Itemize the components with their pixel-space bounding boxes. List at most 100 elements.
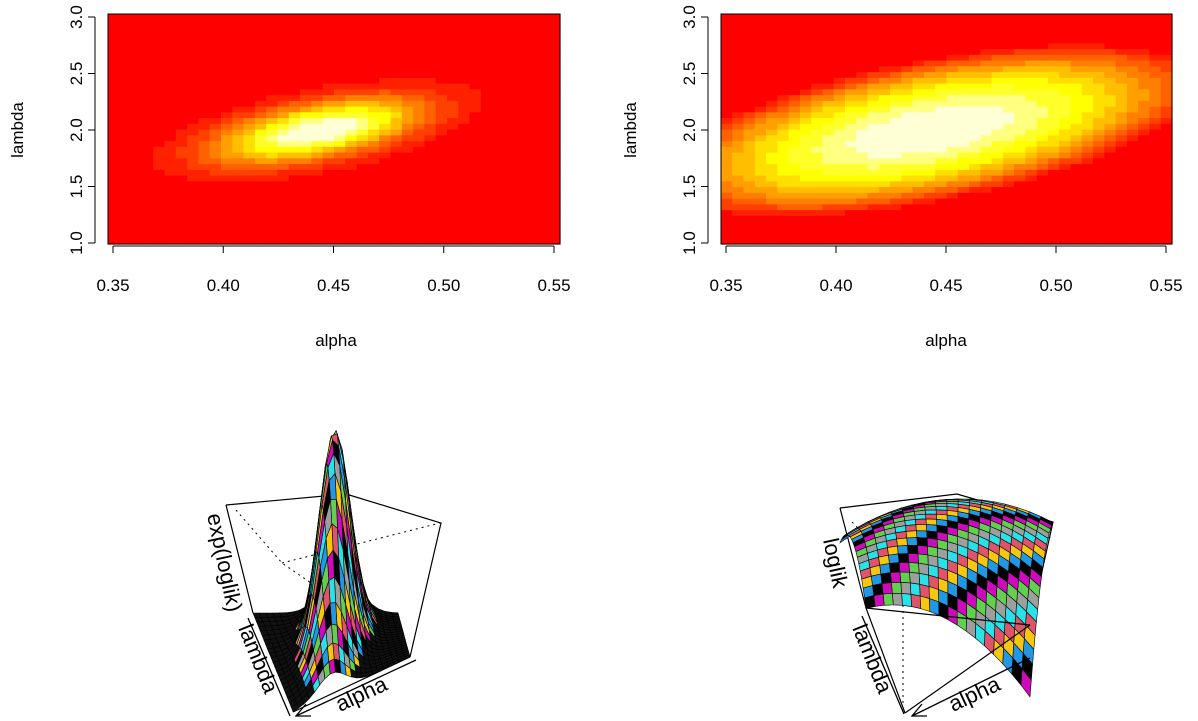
heatmap-cell	[845, 226, 857, 234]
heatmap-cell	[754, 180, 767, 188]
heatmap-cell	[1047, 215, 1060, 222]
heatmap-cell	[1081, 221, 1094, 228]
heatmap-cell	[537, 77, 550, 84]
heatmap-cell	[845, 134, 857, 142]
heatmap-cell	[1014, 203, 1027, 211]
heatmap-cell	[1047, 48, 1060, 55]
heatmap-cell	[1002, 203, 1015, 211]
heatmap-cell	[153, 25, 166, 32]
heatmap-cell	[969, 192, 981, 199]
heatmap-cell	[957, 198, 970, 205]
heatmap-cell	[164, 180, 177, 188]
heatmap-cell	[424, 180, 437, 188]
heatmap-cell	[514, 31, 527, 38]
heatmap-cell	[469, 88, 482, 96]
heatmap-cell	[334, 198, 346, 205]
heatmap-cell	[1138, 123, 1151, 130]
heatmap-cell	[480, 186, 493, 193]
heatmap-cell	[367, 106, 380, 113]
heatmap-cell	[277, 31, 290, 38]
heatmap-cell	[141, 100, 154, 107]
heatmap-cell	[1149, 192, 1162, 199]
heatmap-cell	[526, 198, 538, 205]
heatmap-cell	[469, 203, 482, 211]
heatmap-cell	[119, 83, 132, 90]
heatmap-cell	[119, 77, 132, 84]
heatmap-cell	[198, 65, 211, 73]
heatmap-cell	[221, 117, 233, 124]
heatmap-cell	[401, 215, 414, 222]
heatmap-cell	[447, 77, 459, 84]
heatmap-cell	[1025, 31, 1038, 38]
heatmap-cell	[743, 111, 756, 119]
heatmap-cell	[969, 226, 981, 234]
heatmap-cell	[266, 100, 279, 107]
heatmap-cell	[447, 215, 459, 222]
y-axis-title: lambda	[8, 102, 27, 158]
heatmap-cell	[856, 186, 869, 193]
heatmap-cell	[153, 60, 166, 67]
heatmap-cell	[1036, 186, 1049, 193]
heatmap-cell	[187, 60, 199, 67]
heatmap-cell	[334, 83, 346, 90]
heatmap-cell	[1093, 77, 1105, 84]
heatmap-cell	[288, 192, 301, 199]
heatmap-cell	[119, 163, 132, 170]
heatmap-cell	[1025, 106, 1038, 113]
heatmap-cell	[209, 221, 222, 228]
heatmap-cell	[743, 117, 756, 124]
heatmap-cell	[732, 221, 745, 228]
heatmap-cell	[1138, 65, 1151, 73]
heatmap-cell	[923, 134, 936, 142]
heatmap-cell	[732, 71, 745, 78]
heatmap-cell	[435, 175, 448, 182]
surface-facet	[906, 537, 918, 546]
heatmap-cell	[788, 203, 801, 211]
heatmap-cell	[187, 175, 199, 182]
heatmap-cell	[322, 152, 335, 159]
heatmap-cell	[198, 192, 211, 199]
heatmap-cell	[1047, 140, 1060, 147]
heatmap-cell	[766, 83, 778, 90]
heatmap-cell	[890, 106, 903, 113]
heatmap-cell	[856, 146, 869, 153]
heatmap-cell	[130, 106, 143, 113]
heatmap-cell	[469, 209, 482, 216]
heatmap-cell	[980, 163, 993, 170]
heatmap-cell	[435, 226, 448, 234]
heatmap-cell	[923, 31, 936, 38]
heatmap-cell	[777, 100, 790, 107]
heatmap-cell	[946, 129, 959, 136]
heatmap-cell	[424, 65, 437, 73]
heatmap-cell	[537, 169, 550, 176]
heatmap-cell	[1104, 209, 1117, 216]
heatmap-cell	[537, 221, 550, 228]
heatmap-cell	[108, 226, 120, 234]
heatmap-cell	[980, 123, 993, 130]
heatmap-cell	[912, 198, 925, 205]
heatmap-cell	[777, 152, 790, 159]
heatmap-cell	[1070, 88, 1083, 96]
heatmap-cell	[1093, 157, 1105, 165]
heatmap-cell	[334, 163, 346, 170]
heatmap-cell	[721, 169, 733, 176]
heatmap-cell	[514, 175, 527, 182]
heatmap-cell	[221, 65, 233, 73]
heatmap-cell	[322, 94, 335, 101]
heatmap-cell	[243, 71, 256, 78]
heatmap-cell	[435, 94, 448, 101]
heatmap-cell	[878, 83, 891, 90]
heatmap-cell	[311, 203, 324, 211]
heatmap-cell	[469, 25, 482, 32]
heatmap-cell	[390, 129, 403, 136]
heatmap-cell	[356, 140, 369, 147]
heatmap-cell	[198, 123, 211, 130]
heatmap-cell	[721, 140, 733, 147]
heatmap-cell	[878, 60, 891, 67]
heatmap-cell	[130, 123, 143, 130]
heatmap-cell	[198, 169, 211, 176]
heatmap-cell	[1104, 198, 1117, 205]
heatmap-cell	[957, 140, 970, 147]
heatmap-cell	[732, 146, 745, 153]
heatmap-cell	[334, 100, 346, 107]
